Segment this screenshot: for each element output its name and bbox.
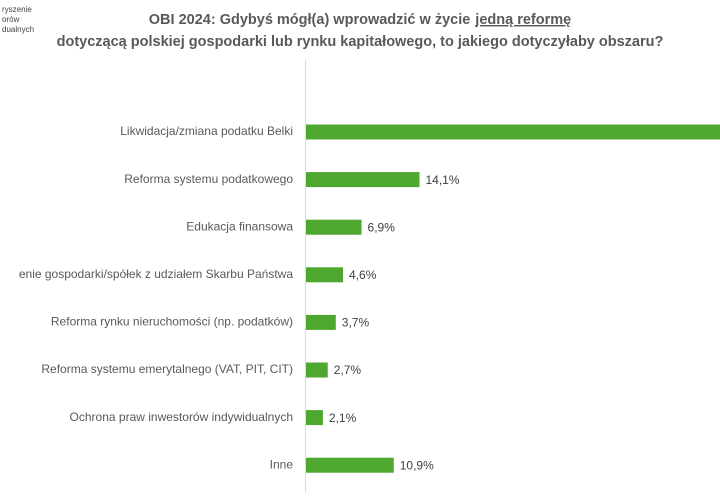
bar <box>306 124 720 140</box>
chart-title: dotyczącą polskiej gospodarki lub rynku … <box>57 34 664 50</box>
value-label: 2,7% <box>334 363 362 377</box>
bar <box>306 410 323 426</box>
value-label: 10,9% <box>400 458 434 472</box>
value-label: 6,9% <box>368 220 396 234</box>
category-label: enie gospodarki/spółek z udziałem Skarbu… <box>19 267 293 281</box>
title-part: OBI 2024: Gdybyś mógł(a) wprowadzić w ży… <box>149 12 471 28</box>
logo-text: ryszenie <box>2 5 32 14</box>
category-label: Inne <box>270 457 294 471</box>
bar <box>306 457 394 473</box>
bar <box>306 267 344 283</box>
value-label: 3,7% <box>342 316 370 330</box>
chart-title: OBI 2024: Gdybyś mógł(a) wprowadzić w ży… <box>149 12 571 28</box>
category-label: Likwidacja/zmiana podatku Belki <box>120 124 293 138</box>
bar <box>306 362 328 378</box>
bar <box>306 219 362 235</box>
logo-text: dualnych <box>2 25 34 34</box>
bar <box>306 172 420 188</box>
bar <box>306 314 336 330</box>
title-part: jedną reformę <box>474 12 571 28</box>
category-label: Reforma rynku nieruchomości (np. podatkó… <box>51 315 293 329</box>
logo-text: orów <box>2 15 20 24</box>
category-label: Reforma systemu podatkowego <box>124 172 293 186</box>
value-label: 14,1% <box>426 173 460 187</box>
value-label: 4,6% <box>349 268 377 282</box>
category-label: Ochrona praw inwestorów indywidualnych <box>70 410 293 424</box>
category-label: Reforma systemu emerytalnego (VAT, PIT, … <box>41 362 293 376</box>
value-label: 2,1% <box>329 411 357 425</box>
category-label: Edukacja finansowa <box>186 219 293 233</box>
